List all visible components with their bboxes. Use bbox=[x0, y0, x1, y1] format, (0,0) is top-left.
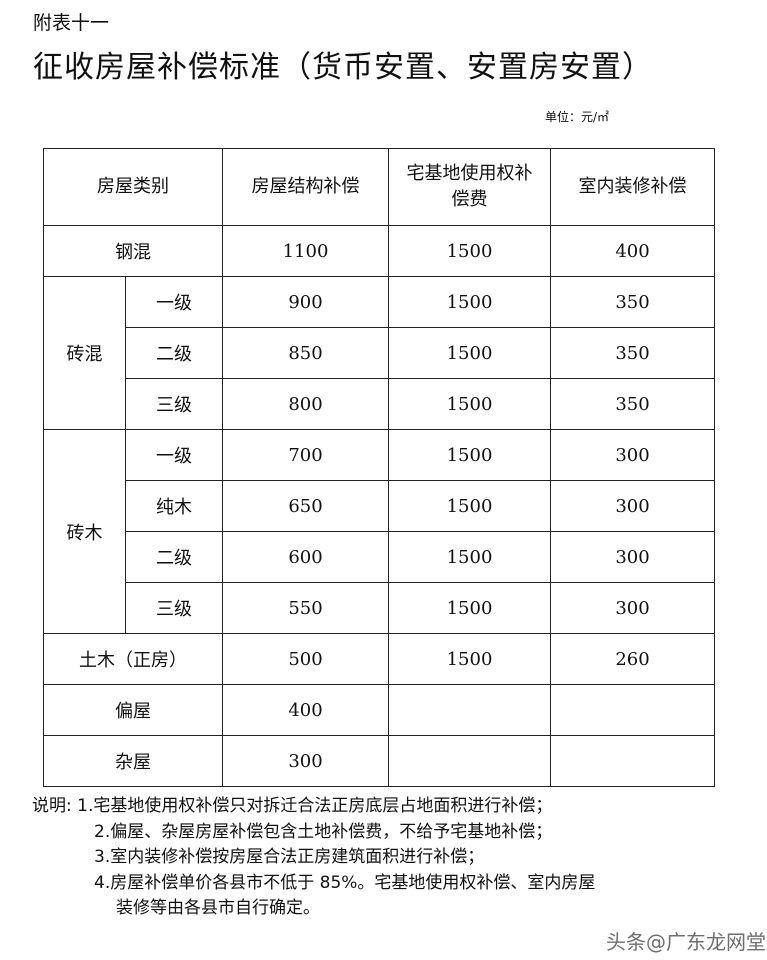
category-cell: 钢混 bbox=[43, 225, 223, 277]
homestead-cell: 1500 bbox=[388, 531, 551, 583]
table-row: 二级 600 1500 300 bbox=[44, 531, 715, 583]
homestead-cell bbox=[388, 684, 551, 736]
decoration-cell: 350 bbox=[550, 276, 715, 328]
header-category: 房屋类别 bbox=[43, 148, 223, 226]
decoration-cell: 300 bbox=[550, 429, 715, 481]
structure-cell: 800 bbox=[222, 378, 389, 430]
note-1: 说明: 1.宅基地使用权补偿只对拆迁合法正房底层占地面积进行补偿； bbox=[32, 796, 553, 816]
note-2: 2.偏屋、杂屋房屋补偿包含土地补偿费，不给予宅基地补偿； bbox=[94, 821, 553, 842]
homestead-cell: 1500 bbox=[388, 378, 551, 430]
category-cell: 偏屋 bbox=[43, 684, 223, 736]
header-homestead-text: 宅基地使用权补偿费 bbox=[406, 163, 533, 210]
homestead-cell: 1500 bbox=[388, 480, 551, 532]
note-4-continued: 装修等由各县市自行确定。 bbox=[116, 898, 320, 918]
header-decoration: 室内装修补偿 bbox=[550, 148, 715, 226]
structure-cell: 600 bbox=[222, 531, 389, 583]
decoration-cell: 300 bbox=[550, 531, 715, 583]
homestead-cell: 1500 bbox=[388, 633, 551, 685]
grade-cell: 三级 bbox=[125, 582, 223, 634]
grade-cell: 一级 bbox=[125, 429, 223, 481]
decoration-cell: 400 bbox=[550, 225, 715, 277]
homestead-cell bbox=[388, 735, 551, 787]
table-row: 砖混 一级 900 1500 350 bbox=[43, 276, 715, 430]
table-row: 纯木 650 1500 300 bbox=[44, 480, 715, 532]
document-title: 征收房屋补偿标准（货币安置、安置房安置） bbox=[33, 50, 653, 85]
decoration-cell: 350 bbox=[550, 327, 715, 379]
structure-cell: 500 bbox=[222, 633, 389, 685]
table-row: 钢混 1100 1500 400 bbox=[43, 225, 715, 277]
compensation-table: 房屋类别 房屋结构补偿 宅基地使用权补偿费 室内装修补偿 钢混 1100 150… bbox=[43, 148, 715, 787]
structure-cell: 1100 bbox=[222, 225, 389, 277]
structure-cell: 550 bbox=[222, 582, 389, 634]
notes: 说明: 1.宅基地使用权补偿只对拆迁合法正房底层占地面积进行补偿； 2.偏屋、杂… bbox=[32, 794, 595, 922]
table-row: 土木（正房） 500 1500 260 bbox=[43, 633, 715, 685]
homestead-cell: 1500 bbox=[388, 225, 551, 277]
note-3: 3.室内装修补偿按房屋合法正房建筑面积进行补偿； bbox=[94, 847, 485, 867]
unit-label: 单位：元/㎡ bbox=[545, 110, 610, 124]
decoration-cell: 350 bbox=[550, 378, 715, 430]
watermark: 头条@广东龙网堂 bbox=[606, 930, 766, 954]
category-cell: 杂屋 bbox=[43, 735, 223, 787]
decoration-cell bbox=[550, 735, 715, 787]
grade-cell: 一级 bbox=[125, 276, 223, 328]
header-homestead: 宅基地使用权补偿费 bbox=[388, 148, 551, 226]
structure-cell: 700 bbox=[222, 429, 389, 481]
table-row: 砖木 一级 700 1500 300 bbox=[43, 429, 715, 634]
category-cell: 砖木 bbox=[43, 429, 126, 634]
homestead-cell: 1500 bbox=[388, 429, 551, 481]
decoration-cell: 300 bbox=[550, 582, 715, 634]
category-cell: 土木（正房） bbox=[43, 633, 223, 685]
decoration-cell: 260 bbox=[550, 633, 715, 685]
table-row: 三级 550 1500 300 bbox=[44, 582, 715, 634]
header-structure: 房屋结构补偿 bbox=[222, 148, 389, 226]
appendix-label: 附表十一 bbox=[33, 12, 110, 34]
grade-cell: 二级 bbox=[125, 531, 223, 583]
homestead-cell: 1500 bbox=[388, 276, 551, 328]
table-row: 偏屋 400 bbox=[43, 684, 715, 736]
note-4: 4.房屋补偿单价各县市不低于 85%。宅基地使用权补偿、室内房屋 bbox=[94, 872, 596, 893]
structure-cell: 650 bbox=[222, 480, 389, 532]
structure-cell: 900 bbox=[222, 276, 389, 328]
homestead-cell: 1500 bbox=[388, 327, 551, 379]
category-cell: 砖混 bbox=[43, 276, 126, 430]
table-row: 三级 800 1500 350 bbox=[44, 378, 715, 430]
grade-cell: 二级 bbox=[125, 327, 223, 379]
table-header-row: 房屋类别 房屋结构补偿 宅基地使用权补偿费 室内装修补偿 bbox=[43, 148, 715, 226]
grade-cell: 三级 bbox=[125, 378, 223, 430]
grade-cell: 纯木 bbox=[125, 480, 223, 532]
structure-cell: 300 bbox=[222, 735, 389, 787]
decoration-cell bbox=[550, 684, 715, 736]
decoration-cell: 300 bbox=[550, 480, 715, 532]
homestead-cell: 1500 bbox=[388, 582, 551, 634]
structure-cell: 850 bbox=[222, 327, 389, 379]
table-row: 二级 850 1500 350 bbox=[44, 327, 715, 379]
table-row: 杂屋 300 bbox=[43, 735, 715, 787]
structure-cell: 400 bbox=[222, 684, 389, 736]
